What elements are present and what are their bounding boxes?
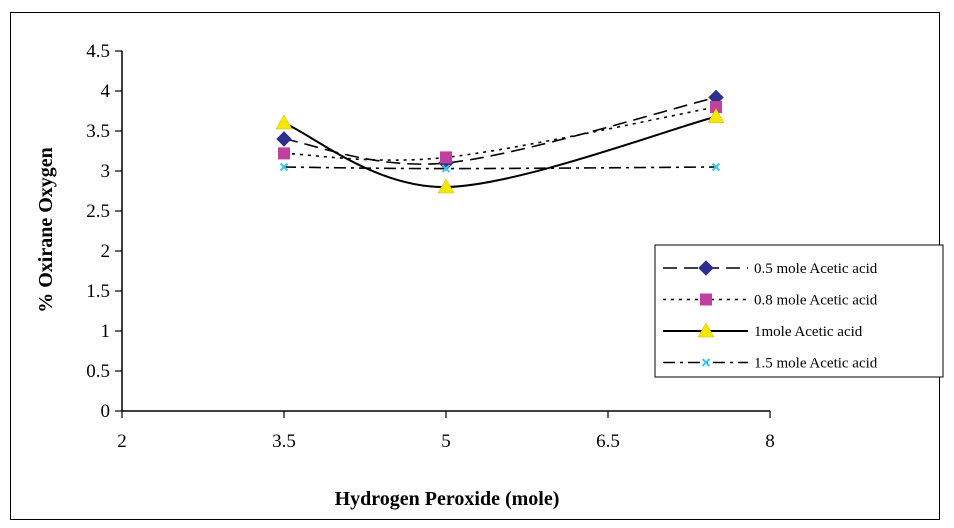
data-point-series-4 [441, 164, 451, 173]
series-line-3 [283, 115, 717, 189]
y-tick-label: 2.5 [86, 201, 110, 222]
y-tick-label: 0.5 [86, 361, 110, 382]
legend-label-2: 0.8 mole Acetic acid [754, 293, 878, 309]
legend-marker-1 [698, 260, 714, 276]
y-tick-label: 1.5 [86, 281, 110, 302]
legend-label-4: 1.5 mole Acetic acid [754, 356, 878, 372]
y-tick-label: 0 [101, 401, 111, 422]
y-tick-label: 4.5 [86, 41, 110, 62]
marker-stroke [441, 164, 451, 173]
data-point-series-3 [437, 178, 455, 194]
data-point-series-3 [275, 114, 293, 130]
data-point-series-3 [707, 108, 725, 123]
legend-label-3: 1mole Acetic acid [754, 324, 863, 340]
x-axis-title: Hydrogen Peroxide (mole) [335, 488, 560, 510]
series-line-4 [283, 166, 717, 170]
y-tick-label: 2 [101, 241, 111, 262]
data-point-series-4 [279, 162, 289, 172]
x-tick-label: 6.5 [596, 431, 620, 452]
marker-stroke [279, 162, 289, 172]
x-tick-label: 2 [117, 431, 127, 452]
legend: 0.5 mole Acetic acid 0.8 mole Acetic acid… [654, 244, 944, 378]
data-point-series-4 [711, 162, 721, 172]
y-tick-label: 3 [101, 161, 111, 182]
series-line-2 [283, 106, 717, 161]
y-axis-title: % Oxirane Oxygen [35, 147, 57, 313]
legend-label-1: 0.5 mole Acetic acid [754, 261, 878, 277]
series-markers [275, 89, 725, 194]
series-line-1 [283, 96, 717, 165]
legend-marker-4 [701, 358, 711, 367]
series-lines [283, 96, 717, 189]
y-tick-labels: 0 0.5 1 1.5 2 2.5 3 3.5 4 4.5 [86, 41, 110, 422]
data-point-series-2 [440, 151, 452, 164]
data-point-series-1 [276, 131, 292, 147]
data-point-series-2 [278, 147, 290, 160]
marker-stroke [701, 358, 711, 367]
x-tick-label: 8 [765, 431, 775, 452]
data-point-series-2 [710, 101, 722, 113]
x-tick-label: 5 [441, 431, 451, 452]
marker-stroke [711, 162, 721, 172]
legend-marker-3 [697, 322, 715, 338]
y-tick-label: 3.5 [86, 121, 110, 142]
y-tick-label: 4 [101, 81, 111, 102]
x-tick-label: 3.5 [272, 431, 296, 452]
axes [115, 50, 771, 418]
x-tick-labels: 2 3.5 5 6.5 8 [117, 431, 775, 452]
y-tick-label: 1 [101, 321, 111, 342]
legend-marker-2 [700, 293, 712, 306]
